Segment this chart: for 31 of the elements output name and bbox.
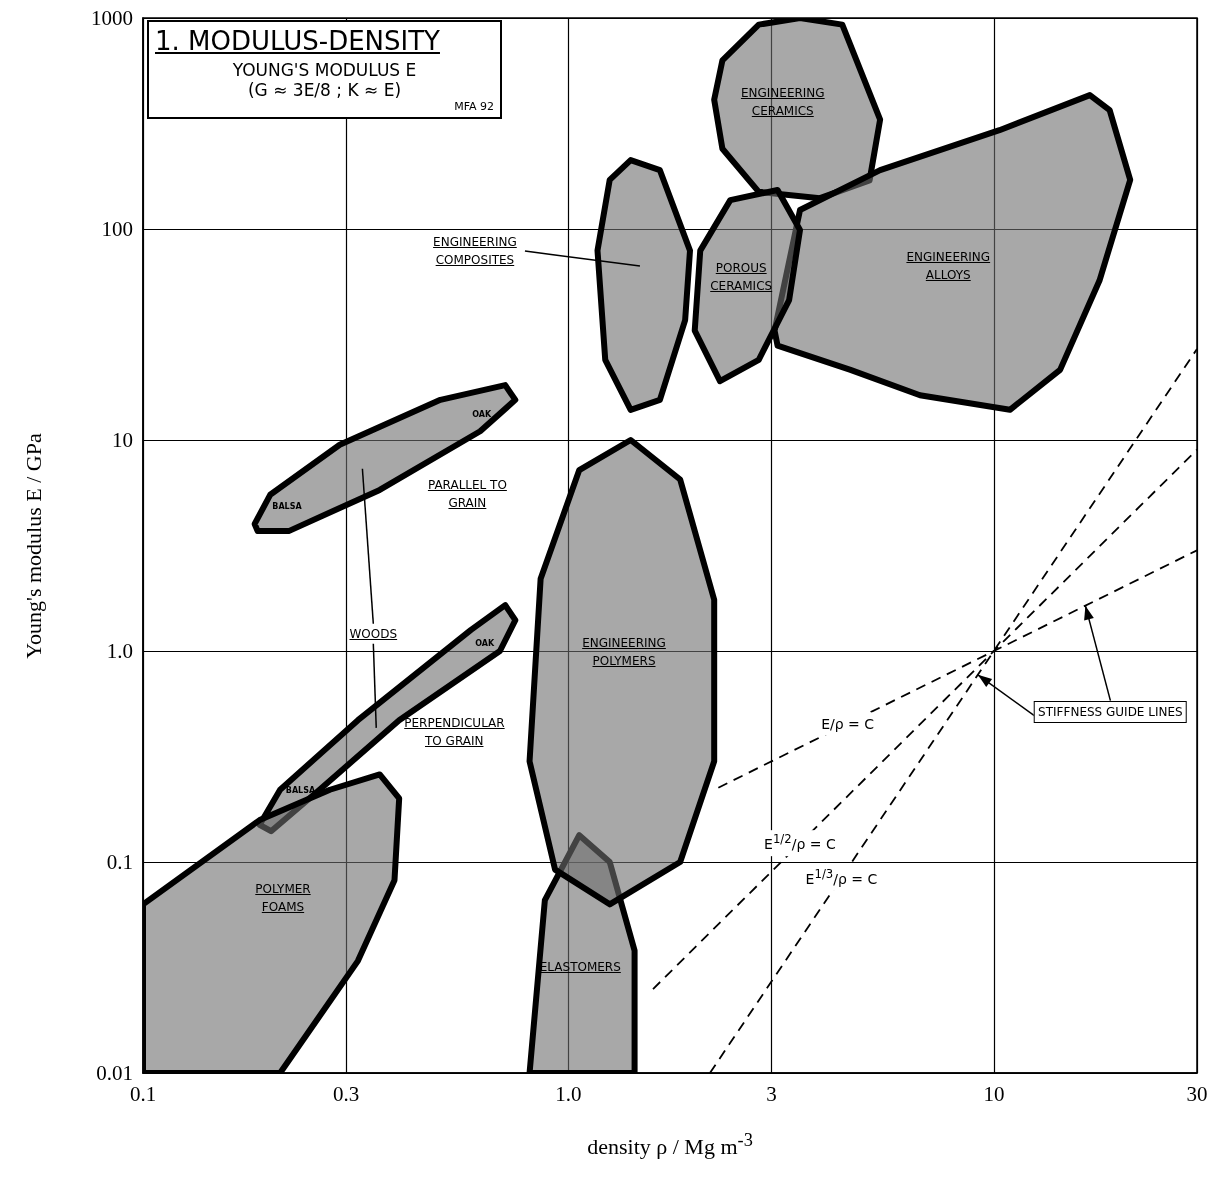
annotation: OAK bbox=[474, 638, 496, 649]
x-tick-label: 30 bbox=[1186, 1081, 1208, 1106]
annotation: WOODS bbox=[348, 625, 399, 643]
series-label: PERPENDICULAR TO GRAIN bbox=[403, 714, 506, 750]
annotation: (G ≈ 3E/8 ; K ≈ E) bbox=[246, 80, 403, 100]
chart-title: 1. MODULUS-DENSITY bbox=[155, 26, 441, 56]
text: ENGINEERING COMPOSITES bbox=[432, 234, 518, 270]
x-axis-title: density ρ / Mg m$^{-3}$ bbox=[587, 1130, 753, 1161]
x-tick-label: 1.0 bbox=[555, 1081, 582, 1106]
text: YOUNG'S MODULUS E bbox=[231, 60, 418, 80]
y-tick-label: 100 bbox=[101, 217, 133, 241]
series-label: POLYMER FOAMS bbox=[254, 880, 312, 916]
series-label: E$^{1/2}$/ρ = C bbox=[761, 830, 839, 857]
annotation: MFA 92 bbox=[453, 100, 494, 113]
x-tick-label: 3 bbox=[766, 1081, 777, 1106]
y-tick-label: 10 bbox=[112, 428, 133, 452]
y-axis-title: Young's modulus E / GPa bbox=[21, 432, 47, 659]
series-label: E/ρ = C bbox=[818, 712, 878, 736]
series-label: PARALLEL TO GRAIN bbox=[426, 476, 508, 512]
series-label: E$^{1/3}$/ρ = C bbox=[802, 864, 881, 891]
series-label: ENGINEERING POLYMERS bbox=[581, 634, 667, 670]
y-tick-label: 1.0 bbox=[106, 639, 133, 663]
x-tick-label: 0.3 bbox=[332, 1081, 360, 1106]
annotation: OAK bbox=[471, 409, 493, 420]
y-tick-label: 1000 bbox=[91, 6, 133, 30]
x-tick-label: 10 bbox=[983, 1081, 1005, 1106]
annotation: BALSA bbox=[284, 785, 317, 796]
annotation: BALSA bbox=[271, 501, 303, 512]
series-label: ENGINEERING ALLOYS bbox=[905, 249, 992, 285]
y-tick-label: 0.1 bbox=[106, 850, 133, 874]
annotation: STIFFNESS GUIDE LINES bbox=[1034, 700, 1187, 723]
